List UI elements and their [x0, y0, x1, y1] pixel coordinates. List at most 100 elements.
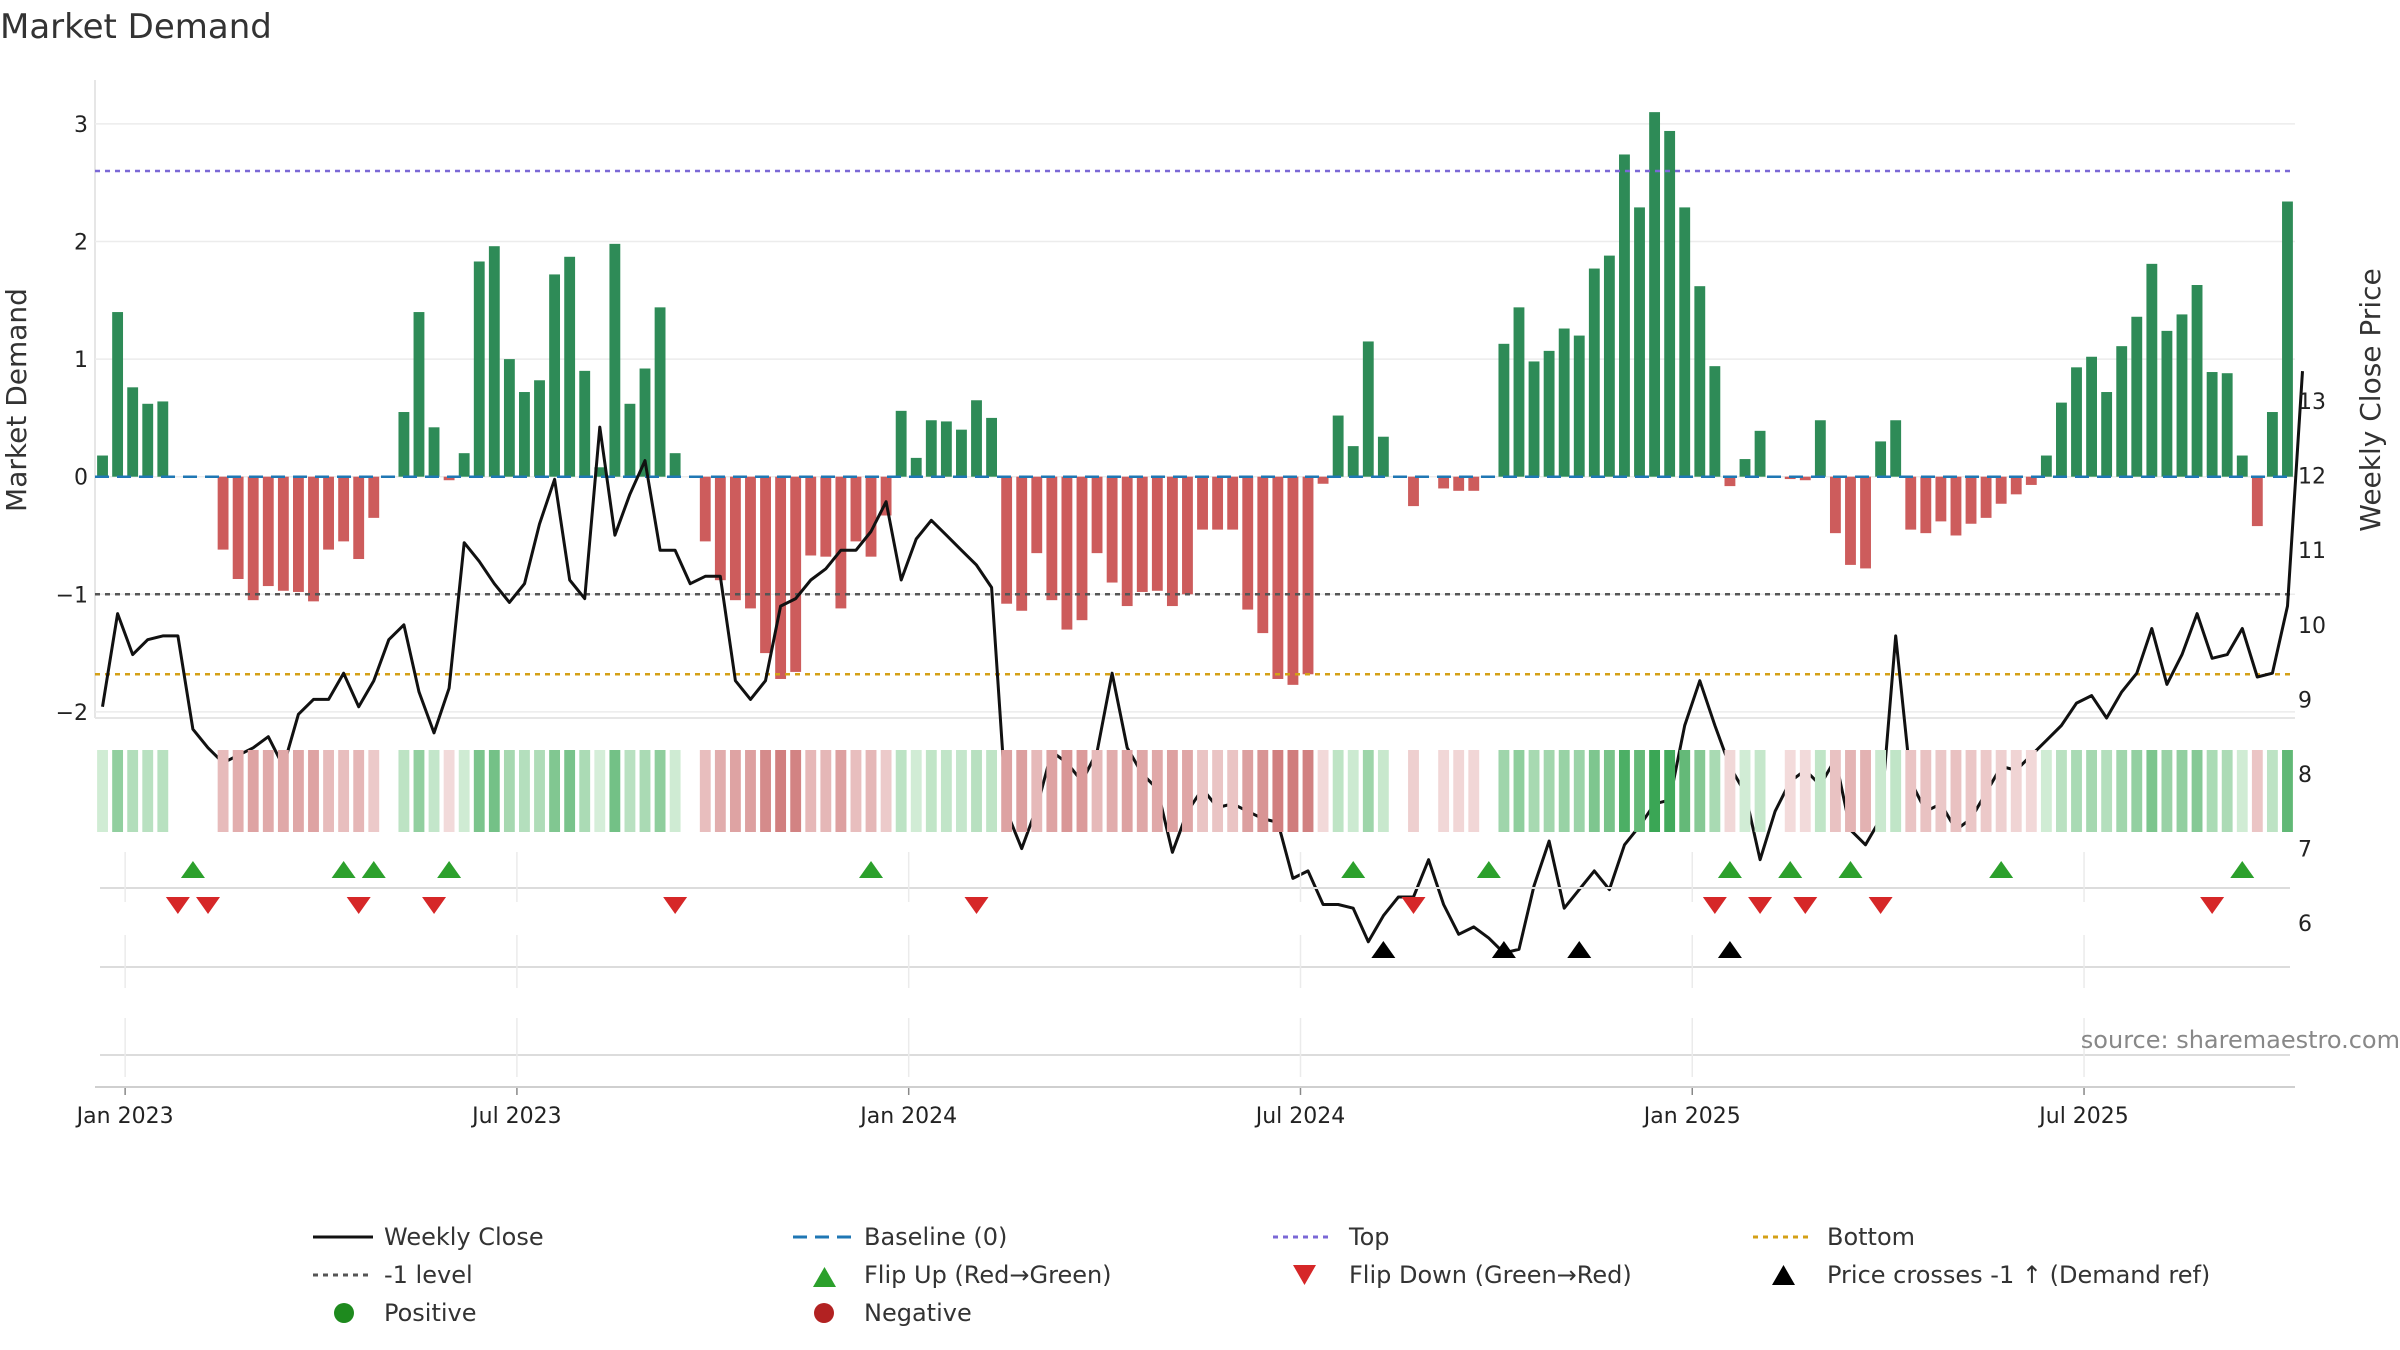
demand-bar: [277, 476, 289, 591]
demand-bar: [2221, 373, 2233, 477]
demand-bar: [1136, 476, 1148, 592]
flip-up-marker: [1838, 861, 1863, 878]
demand-heat-cell: [1076, 750, 1088, 832]
demand-bar: [398, 412, 410, 477]
demand-heat-cell: [142, 750, 154, 832]
demand-heat-cell: [624, 750, 636, 832]
demand-bar: [1106, 476, 1118, 583]
demand-heat-cell: [1166, 750, 1178, 832]
flip-up-marker: [2230, 861, 2255, 878]
demand-heat-cell: [488, 750, 500, 832]
flip-up-marker: [1989, 861, 2014, 878]
demand-heat-cell: [639, 750, 651, 832]
demand-bar: [805, 476, 817, 556]
demand-bar: [1543, 350, 1555, 477]
demand-bar: [1287, 476, 1299, 685]
demand-heat-cell: [669, 750, 681, 832]
right-axis-title: Weekly Close Price: [2354, 268, 2387, 531]
demand-heat-cell: [1317, 750, 1329, 832]
flip-up-marker: [361, 861, 386, 878]
demand-bar: [1257, 476, 1269, 634]
demand-heat-cell: [1408, 750, 1419, 832]
demand-heat-cell: [1091, 750, 1103, 832]
demand-heat-cell: [835, 750, 847, 832]
legend-bottom: Bottom: [1827, 1223, 1915, 1251]
demand-bar: [443, 476, 455, 481]
demand-heat-cell: [2010, 750, 2022, 832]
demand-heat-cell: [1829, 750, 1841, 832]
demand-bar: [1649, 112, 1661, 477]
legend-positive: Positive: [384, 1299, 477, 1327]
flip-down-marker: [165, 897, 190, 914]
demand-heat-cell: [127, 750, 139, 832]
legend-flip-up-icon: [813, 1267, 836, 1287]
demand-bar: [1091, 476, 1103, 554]
flip-up-marker: [1778, 861, 1803, 878]
demand-heat-cell: [986, 750, 997, 832]
demand-bar: [1227, 476, 1239, 530]
demand-bar: [2176, 314, 2188, 477]
demand-heat-cell: [654, 750, 666, 832]
demand-heat-cell: [1031, 750, 1043, 832]
demand-heat-cell: [699, 750, 711, 832]
demand-bar: [1016, 476, 1028, 611]
left-y-tick-label: 2: [74, 231, 88, 256]
demand-heat-cell: [1498, 750, 1510, 832]
demand-bar: [338, 476, 350, 542]
demand-heat-cell: [1543, 750, 1555, 832]
demand-heat-cell: [2040, 750, 2052, 832]
demand-bar: [1980, 476, 1992, 518]
price-cross-marker: [1491, 941, 1516, 958]
demand-heat-cell: [1272, 750, 1284, 832]
demand-bar: [1076, 476, 1088, 621]
demand-heat-cell: [1362, 750, 1374, 832]
demand-heat-cell: [2206, 750, 2218, 832]
demand-bar: [2146, 263, 2158, 477]
legend-price-cross: Price crosses -1 ↑ (Demand ref): [1827, 1261, 2210, 1289]
demand-heat-cell: [1965, 750, 1977, 832]
right-y-tick-label: 11: [2298, 539, 2326, 564]
demand-heat-cell: [232, 750, 244, 832]
demand-bar: [971, 400, 982, 477]
demand-bar: [1634, 207, 1645, 477]
demand-heat-cell: [1106, 750, 1118, 832]
demand-bar: [2086, 356, 2097, 477]
demand-bar: [2131, 316, 2143, 477]
demand-heat-cell: [1709, 750, 1721, 832]
demand-bar: [1754, 430, 1766, 477]
demand-heat-cell: [775, 750, 787, 832]
demand-bar: [2282, 201, 2293, 477]
demand-bar: [1875, 441, 1887, 477]
demand-bar: [534, 380, 545, 477]
demand-bar: [353, 476, 365, 560]
demand-heat-cell: [1001, 750, 1013, 832]
flip-up-marker: [1341, 861, 1366, 878]
demand-heat-cell: [790, 750, 802, 832]
demand-bar: [850, 476, 862, 542]
demand-heat-cell: [1438, 750, 1450, 832]
demand-heat-cell: [2161, 750, 2173, 832]
x-tick-label: Jan 2025: [1642, 1104, 1741, 1129]
demand-heat-cell: [353, 750, 365, 832]
demand-heat-cell: [308, 750, 319, 832]
demand-heat-cell: [1784, 750, 1796, 832]
demand-heat-cell: [1121, 750, 1133, 832]
demand-bar: [594, 467, 606, 477]
demand-bar: [1046, 476, 1058, 601]
demand-heat-cell: [1619, 750, 1630, 832]
demand-heat-cell: [368, 750, 380, 832]
demand-heat-cell: [293, 750, 304, 832]
demand-bar: [1272, 476, 1284, 679]
demand-heat-cell: [247, 750, 259, 832]
demand-heat-cell: [1995, 750, 2007, 832]
demand-heat-cell: [1016, 750, 1028, 832]
demand-heat-cell: [458, 750, 470, 832]
demand-bar: [1377, 436, 1389, 477]
demand-heat-cell: [1151, 750, 1163, 832]
demand-heat-cell: [1468, 750, 1480, 832]
source-label: source: sharemaestro.com: [2081, 1026, 2400, 1054]
demand-bar: [699, 476, 711, 542]
demand-heat-cell: [1558, 750, 1570, 832]
demand-heat-cell: [1739, 750, 1751, 832]
demand-bar: [609, 243, 621, 477]
